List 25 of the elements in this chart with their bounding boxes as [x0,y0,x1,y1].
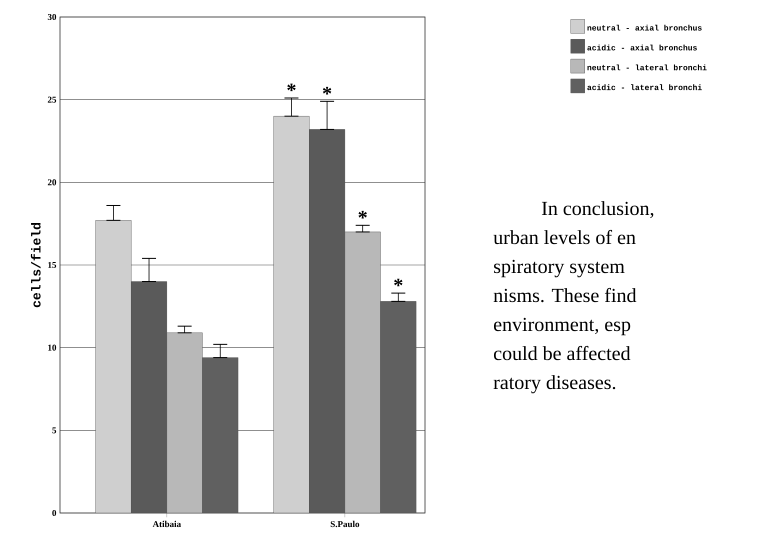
y-tick-label: 10 [48,344,56,351]
legend-label: acidic - lateral bronchi [587,84,702,90]
legend-label: neutral - lateral bronchi [587,64,707,70]
legend-label: acidic - axial bronchus [587,44,697,50]
annotation: * [322,86,332,94]
text: spiratory system [494,260,625,278]
y-tick-label: 5 [52,427,56,434]
annotation: * [358,210,367,218]
y-tick-label: 25 [48,96,56,103]
text: nisms. These find [494,288,636,302]
text: could be affected [494,346,630,360]
text: urban levels of en [493,230,636,244]
y-tick-label: 30 [48,14,56,20]
legend-label: neutral - axial bronchus [587,24,702,31]
y-axis-title: cells/field [30,222,41,308]
annotation: * [394,278,402,286]
x-tick-label: S.Paulo [330,520,360,528]
text: ratory diseases. [494,375,616,394]
y-tick-label: 15 [48,262,56,268]
text: environment, esp [494,318,630,336]
text: In conclusion, [542,201,654,218]
annotation: * [287,84,296,92]
y-tick-label: 20 [48,179,56,186]
x-tick-label: Atibaia [152,520,181,528]
y-tick-label: 0 [52,510,56,516]
